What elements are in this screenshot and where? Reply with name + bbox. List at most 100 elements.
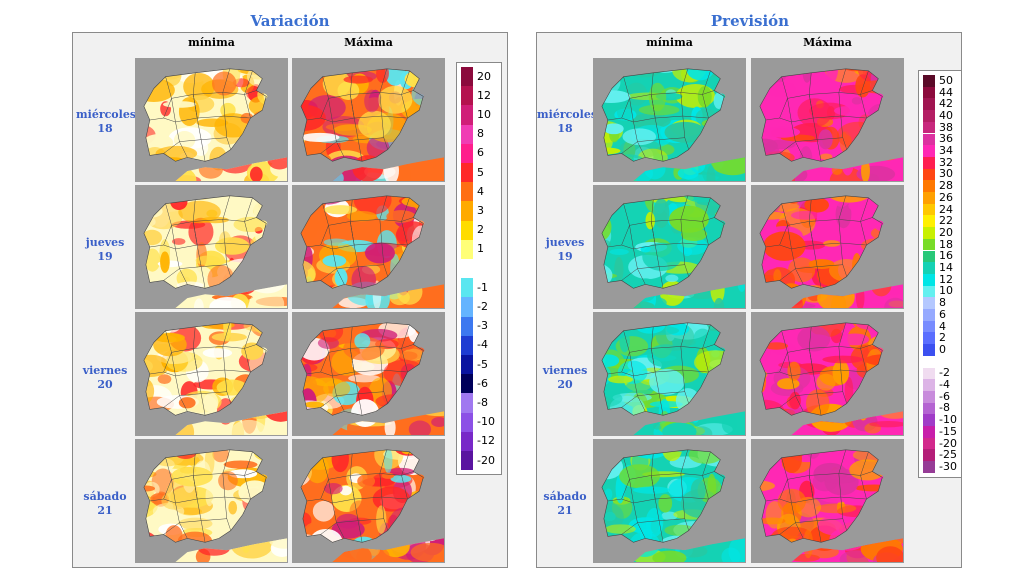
day-name: viernes xyxy=(542,364,588,377)
temperature-field xyxy=(143,68,287,181)
temperature-field xyxy=(759,322,903,435)
legend-swatch xyxy=(923,227,935,239)
legend-label: -20 xyxy=(477,453,495,467)
day-name: miércoles xyxy=(76,108,137,121)
legend-swatch xyxy=(923,426,935,438)
variacion-col-maxima: Máxima xyxy=(344,36,393,49)
map-prevision-maxima-miercoles xyxy=(751,58,904,182)
legend-label: 36 xyxy=(939,132,953,146)
legend-swatch xyxy=(461,86,473,106)
temperature-field xyxy=(300,195,444,308)
prevision-title: Previsión xyxy=(710,12,790,30)
legend-swatch xyxy=(923,297,935,309)
legend-label: -6 xyxy=(477,376,488,390)
legend-swatch xyxy=(461,297,473,317)
legend-swatch xyxy=(923,203,935,216)
prevision-row-label: viernes 20 xyxy=(537,364,593,392)
legend-label: 26 xyxy=(939,190,953,204)
legend-swatch xyxy=(923,250,935,263)
legend-swatch xyxy=(461,374,473,394)
legend-swatch xyxy=(461,259,473,279)
province-borders xyxy=(759,195,883,289)
legend-label: -30 xyxy=(939,459,957,473)
legend-label: 12 xyxy=(939,272,953,286)
legend-swatch xyxy=(461,220,473,240)
legend-swatch xyxy=(461,67,473,87)
temperature-field xyxy=(759,195,903,308)
legend-swatch xyxy=(923,168,935,181)
temperature-field xyxy=(143,449,287,562)
province-borders xyxy=(601,195,725,289)
map-variacion-minima-sabado xyxy=(135,439,288,563)
temperature-field xyxy=(143,195,287,308)
day-name: jueves xyxy=(545,236,585,249)
legend-swatch xyxy=(923,367,935,380)
province-borders xyxy=(300,449,424,543)
province-borders xyxy=(143,322,267,416)
legend-swatch xyxy=(923,110,935,122)
map-canvas xyxy=(759,449,903,562)
legend-label: 4 xyxy=(939,319,946,333)
legend-label: 10 xyxy=(939,284,953,298)
legend-swatch xyxy=(461,393,473,413)
legend-label: 3 xyxy=(477,204,484,217)
legend-label: 24 xyxy=(939,202,953,216)
legend-swatch xyxy=(923,344,935,356)
province-borders xyxy=(143,449,267,543)
legend-swatch xyxy=(461,182,473,202)
map-canvas xyxy=(300,195,444,308)
province-borders xyxy=(300,195,424,289)
map-variacion-maxima-miercoles xyxy=(292,58,445,182)
legend-swatch xyxy=(923,86,935,99)
map-canvas xyxy=(601,68,745,181)
day-name: viernes xyxy=(82,364,128,377)
legend-label: -6 xyxy=(939,389,950,403)
temperature-field xyxy=(601,322,745,435)
legend-label: 38 xyxy=(939,120,953,134)
legend-swatch xyxy=(461,278,473,298)
legend-swatch xyxy=(923,320,935,333)
temperature-field xyxy=(759,68,903,181)
legend-swatch xyxy=(923,156,935,169)
legend-swatch xyxy=(923,121,935,134)
map-canvas xyxy=(143,322,287,435)
map-canvas xyxy=(300,449,444,562)
map-canvas xyxy=(300,68,444,181)
map-canvas xyxy=(601,449,745,562)
legend-label: 5 xyxy=(477,165,484,179)
legend-label: 1 xyxy=(477,242,484,256)
day-number: 21 xyxy=(97,504,113,517)
legend-label: 14 xyxy=(939,261,953,275)
legend-label: -4 xyxy=(477,338,488,352)
legend-label: 10 xyxy=(477,108,491,121)
legend-label: -4 xyxy=(939,378,950,392)
day-number: 18 xyxy=(97,122,113,135)
legend-label: 4 xyxy=(477,184,484,198)
legend-swatch xyxy=(923,192,935,204)
map-canvas xyxy=(601,322,745,435)
map-prevision-minima-miercoles xyxy=(593,58,746,182)
legend-label: 20 xyxy=(939,225,953,239)
day-number: 20 xyxy=(97,378,113,391)
legend-label: 8 xyxy=(939,296,946,310)
temperature-field xyxy=(300,322,444,435)
legend-label: -20 xyxy=(939,436,957,450)
province-borders xyxy=(143,68,267,162)
day-name: sábado xyxy=(543,490,587,503)
legend-label: 34 xyxy=(939,144,953,158)
province-borders xyxy=(601,322,725,416)
province-borders xyxy=(601,449,725,543)
legend-swatch xyxy=(461,335,473,355)
temperature-field xyxy=(601,68,745,181)
legend-swatch xyxy=(923,238,935,251)
map-variacion-minima-miercoles xyxy=(135,58,288,182)
legend-swatch xyxy=(923,133,935,146)
legend-label: -25 xyxy=(939,448,957,462)
legend-swatch xyxy=(923,379,935,391)
variacion-row-label: sábado 21 xyxy=(76,490,134,518)
province-borders xyxy=(601,68,725,162)
map-canvas xyxy=(143,195,287,308)
map-variacion-maxima-sabado xyxy=(292,439,445,563)
legend-label: 22 xyxy=(939,214,953,228)
map-prevision-maxima-jueves xyxy=(751,185,904,309)
